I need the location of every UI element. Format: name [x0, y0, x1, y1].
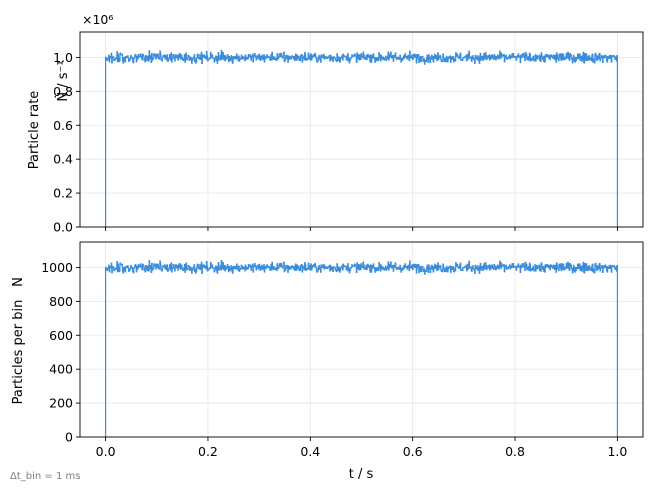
- rate-grid: [80, 32, 643, 228]
- count-series-line: [104, 260, 619, 437]
- bin-width-footnote: Δt_bin = 1 ms: [10, 471, 80, 482]
- count-grid: [80, 242, 643, 438]
- rate-x-ticks: [105, 227, 618, 231]
- count-x-ticks: 0.0 0.2 0.4 0.6 0.8 1.0: [96, 437, 627, 459]
- count-y-tick-label: 1000: [41, 260, 73, 275]
- count-x-tick-label: 1.0: [607, 444, 627, 459]
- count-y-ticks: 0 200 400 600 800 1000: [41, 260, 80, 445]
- count-axes-frame: [79, 241, 644, 438]
- count-x-tick-label: 0.0: [96, 444, 116, 459]
- rate-y-ticks: 0.0 0.2 0.4 0.6 0.8 1.0: [53, 50, 80, 235]
- count-y-tick-label: 400: [49, 362, 73, 377]
- rate-ylabel-name: Particle rate: [27, 91, 42, 170]
- rate-ylabel-symbol: Ṅ / s⁻¹: [55, 60, 71, 101]
- count-x-tick-label: 0.6: [403, 444, 423, 459]
- count-y-tick-label: 0: [65, 430, 73, 445]
- rate-axes-frame: [79, 31, 644, 228]
- rate-y-tick-label: 0.0: [53, 220, 73, 235]
- rate-y-tick-label: 0.2: [53, 186, 73, 201]
- rate-panel: 0.0 0.2 0.4 0.6 0.8 1.0 ×10⁶ Particle rate Ṅ …: [27, 12, 644, 235]
- rate-y-tick-label: 0.6: [53, 118, 73, 133]
- count-series: [104, 260, 619, 437]
- rate-offset-text: ×10⁶: [82, 12, 113, 27]
- rate-y-tick-label: 1.0: [53, 50, 73, 65]
- count-ylabel-symbol: N: [11, 277, 26, 287]
- count-y-tick-label: 200: [49, 396, 73, 411]
- rate-y-tick-label: 0.4: [53, 152, 73, 167]
- rate-y-tick-label: 0.8: [53, 84, 73, 99]
- count-x-tick-label: 0.2: [198, 444, 218, 459]
- count-x-tick-label: 0.4: [300, 444, 320, 459]
- count-y-tick-label: 800: [49, 294, 73, 309]
- count-panel: 0 200 400 600 800 1000 0.0 0.2 0.4 0.6 0.8 1.0 Par…: [11, 241, 644, 482]
- count-xlabel: t / s: [349, 467, 374, 482]
- count-x-tick-label: 0.8: [505, 444, 525, 459]
- rate-series: [104, 50, 619, 227]
- rate-series-line: [104, 50, 619, 227]
- count-ylabel-name: Particles per bin: [11, 300, 26, 405]
- count-y-tick-label: 600: [49, 328, 73, 343]
